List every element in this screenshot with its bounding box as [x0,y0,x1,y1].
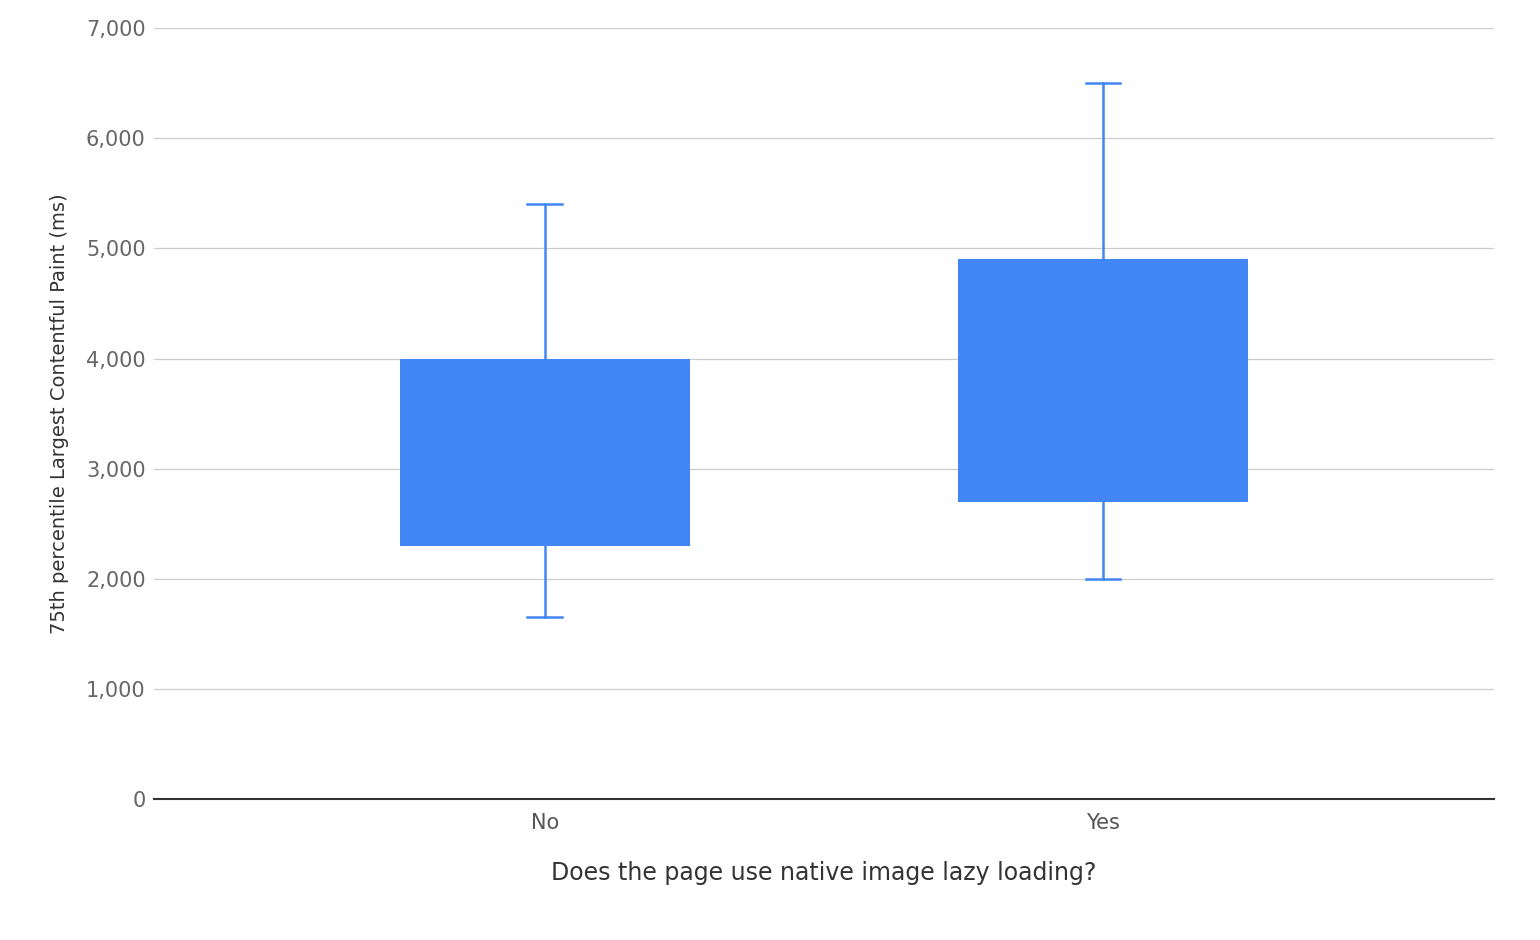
Bar [399,358,690,546]
Bar [958,259,1247,502]
Y-axis label: 75th percentile Largest Contentful Paint (ms): 75th percentile Largest Contentful Paint… [51,194,69,634]
X-axis label: Does the page use native image lazy loading?: Does the page use native image lazy load… [551,861,1096,885]
